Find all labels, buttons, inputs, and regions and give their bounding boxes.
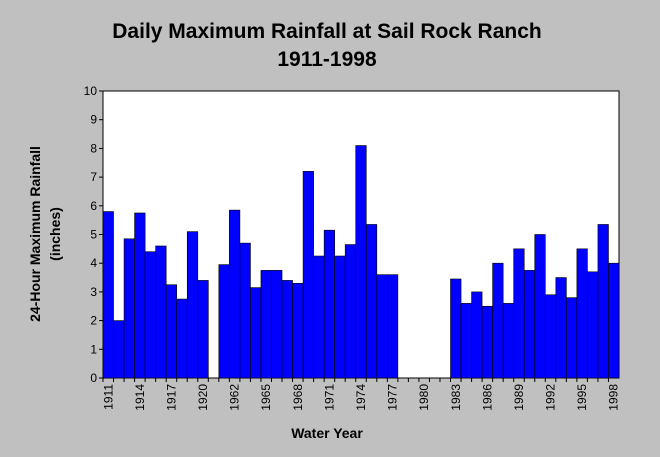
y-tick-label: 3 (90, 285, 97, 299)
x-tick-label-group: 1920 (196, 384, 210, 411)
bar-1919 (186, 231, 199, 379)
bar-1970 (313, 255, 325, 379)
x-axis: 1911 1914 1917 1920 1962 1965 1968 1971 1974 1977… (101, 378, 621, 411)
x-tick-label: 1992 (544, 384, 558, 411)
y-tick-label: 8 (90, 141, 97, 155)
y-tick-label: 6 (90, 199, 97, 213)
x-tick-label: 1974 (354, 384, 368, 411)
bar-1975 (365, 224, 378, 379)
chart-title: Daily Maximum Rainfall at Sail Rock Ranc… (112, 20, 541, 43)
x-tick-label-group: 1983 (449, 384, 463, 411)
bar-1913 (123, 238, 135, 379)
x-tick-label: 1962 (228, 384, 242, 411)
x-tick-label-group: 1911 (101, 384, 115, 410)
bar-1963 (239, 242, 251, 379)
x-tick-label: 1983 (449, 384, 463, 411)
bar-1966 (271, 270, 283, 379)
bar-1971 (323, 229, 335, 379)
bar-1983 (450, 278, 462, 379)
bar-1961 (218, 264, 230, 379)
bars-group (102, 145, 620, 379)
y-axis-units: (inches) (47, 207, 63, 261)
bar-1972 (334, 255, 346, 379)
bar-1968 (292, 282, 304, 379)
bar-1984 (460, 303, 472, 379)
bar-1915 (144, 251, 156, 379)
x-tick-label: 1977 (386, 384, 400, 411)
bar-1988 (502, 303, 514, 379)
bar-1992 (544, 294, 557, 379)
bar-1964 (250, 287, 262, 379)
x-tick-label: 1917 (164, 384, 178, 411)
chart-subtitle: 1911-1998 (277, 48, 377, 71)
x-tick-label-group: 1914 (133, 384, 147, 411)
bar-1914 (134, 212, 146, 379)
x-tick-label: 1914 (133, 384, 147, 411)
bar-1998 (608, 262, 620, 379)
bar-1986 (481, 305, 493, 379)
x-tick-label: 1965 (259, 384, 273, 411)
y-tick-label: 9 (90, 113, 97, 127)
bar-1976 (376, 274, 388, 379)
bar-1991 (534, 234, 546, 379)
x-tick-label-group: 1962 (228, 384, 242, 411)
bar-1969 (302, 171, 314, 379)
bar-1977 (387, 274, 399, 379)
x-tick-label-group: 1977 (386, 384, 400, 411)
bar-1967 (281, 280, 293, 379)
x-tick-label-group: 1995 (575, 384, 589, 411)
y-tick-label: 7 (90, 170, 97, 184)
x-tick-label: 1989 (512, 384, 526, 411)
bar-1916 (155, 245, 167, 379)
x-axis-title: Water Year (291, 425, 363, 441)
x-tick-label-group: 1917 (164, 384, 178, 411)
bar-1990 (523, 270, 536, 379)
x-tick-label: 1920 (196, 384, 210, 411)
bar-1995 (576, 248, 588, 379)
x-tick-label: 1986 (480, 384, 494, 411)
bar-1912 (113, 320, 125, 379)
x-tick-label: 1980 (417, 384, 431, 411)
bar-1917 (165, 284, 178, 379)
bar-1918 (176, 298, 188, 379)
x-tick-label-group: 1974 (354, 384, 368, 411)
bar-1994 (566, 297, 578, 379)
bar-1920 (197, 280, 209, 379)
x-tick-label-group: 1986 (480, 384, 494, 411)
x-tick-label-group: 1980 (417, 384, 431, 411)
x-tick-label: 1968 (291, 384, 305, 411)
x-tick-label-group: 1968 (291, 384, 305, 411)
y-tick-label: 1 (90, 342, 97, 356)
y-tick-label: 4 (90, 256, 97, 270)
x-tick-label: 1998 (607, 384, 621, 411)
x-tick-label: 1911 (101, 384, 115, 410)
bar-1974 (355, 145, 367, 379)
bar-1973 (344, 244, 357, 379)
x-tick-label-group: 1989 (512, 384, 526, 411)
bar-1911 (102, 211, 114, 379)
bar-1997 (597, 224, 609, 379)
x-tick-label-group: 1971 (322, 384, 336, 411)
x-tick-label-group: 1998 (607, 384, 621, 411)
y-tick-label: 0 (90, 371, 97, 385)
bar-1989 (513, 248, 525, 379)
bar-1985 (471, 291, 483, 379)
y-tick-label: 2 (90, 314, 97, 328)
y-tick-label: 10 (84, 84, 98, 98)
x-tick-label: 1995 (575, 384, 589, 411)
y-axis: 0 1 2 3 4 5 6 7 8 9 10 (84, 84, 103, 385)
x-tick-label-group: 1992 (544, 384, 558, 411)
bar-1987 (492, 262, 504, 379)
bar-1962 (229, 209, 241, 379)
y-axis-title: 24-Hour Maximum Rainfall (27, 146, 43, 322)
x-tick-label: 1971 (322, 384, 336, 411)
x-tick-label-group: 1965 (259, 384, 273, 411)
bar-1965 (260, 270, 272, 379)
y-tick-label: 5 (90, 228, 97, 242)
bar-1996 (587, 271, 599, 379)
bar-1993 (555, 277, 567, 379)
